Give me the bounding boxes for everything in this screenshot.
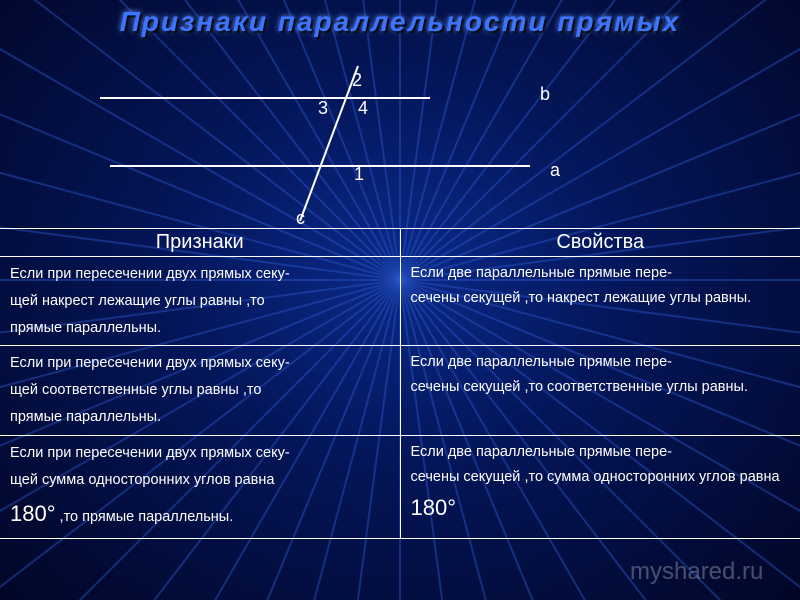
table-row: Если при пересечении двух прямых секу-ще… [0,346,800,435]
cell-right-1: Если две параллельные прямые пере-сечены… [400,346,800,435]
diagram-svg [100,76,580,226]
table-row: Если при пересечении двух прямых секу-ще… [0,257,800,346]
cell-left-2: Если при пересечении двух прямых секу-ще… [0,435,400,538]
header-left: Признаки [0,229,400,257]
parallel-lines-diagram: bac1234 [100,76,580,226]
cell-left-0: Если при пересечении двух прямых секу-ще… [0,257,400,346]
table-header-row: Признаки Свойства [0,229,800,257]
cell-right-0: Если две параллельные прямые пере-сечены… [400,257,800,346]
comparison-table: Признаки Свойства Если при пересечении д… [0,228,800,539]
cell-right-2: Если две параллельные прямые пере-сечены… [400,435,800,538]
header-right: Свойства [400,229,800,257]
page-title: Признаки параллельности прямых [0,6,800,38]
cell-left-1: Если при пересечении двух прямых секу-ще… [0,346,400,435]
watermark: myshared.ru [630,558,763,586]
table-row: Если при пересечении двух прямых секу-ще… [0,435,800,538]
